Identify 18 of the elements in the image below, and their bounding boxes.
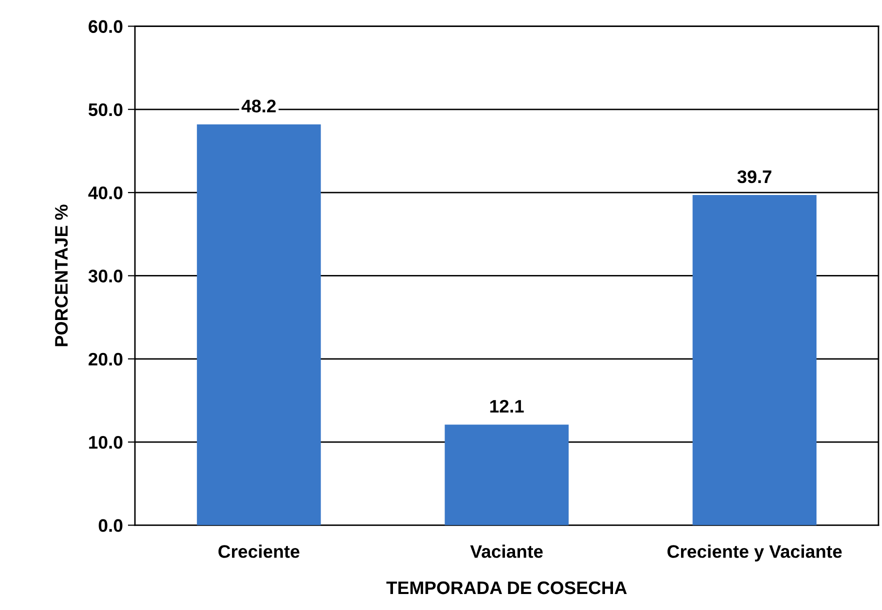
data-label: 48.2 bbox=[242, 100, 276, 112]
x-tick-label: Creciente bbox=[218, 544, 300, 558]
y-tick-label: 50.0 bbox=[88, 103, 122, 116]
y-axis-title: PORCENTAJE % bbox=[54, 204, 68, 346]
y-tick-label: 40.0 bbox=[88, 186, 122, 200]
bar bbox=[692, 195, 817, 526]
data-label: 12.1 bbox=[490, 400, 524, 413]
y-tick-label: 30.0 bbox=[88, 270, 122, 282]
x-tick-label: Vaciante bbox=[470, 544, 543, 558]
y-tick-label: 10.0 bbox=[89, 436, 122, 449]
y-tick-label: 0.0 bbox=[98, 519, 122, 532]
y-tick-label: 60.0 bbox=[88, 20, 122, 33]
x-tick-label: Creciente y Vaciante bbox=[667, 544, 842, 562]
x-axis-title: TEMPORADA DE COSECHA bbox=[386, 581, 627, 594]
data-label: 39.7 bbox=[737, 170, 772, 184]
bar bbox=[444, 424, 569, 526]
bar bbox=[196, 124, 321, 526]
y-tick-label: 20.0 bbox=[88, 352, 122, 366]
